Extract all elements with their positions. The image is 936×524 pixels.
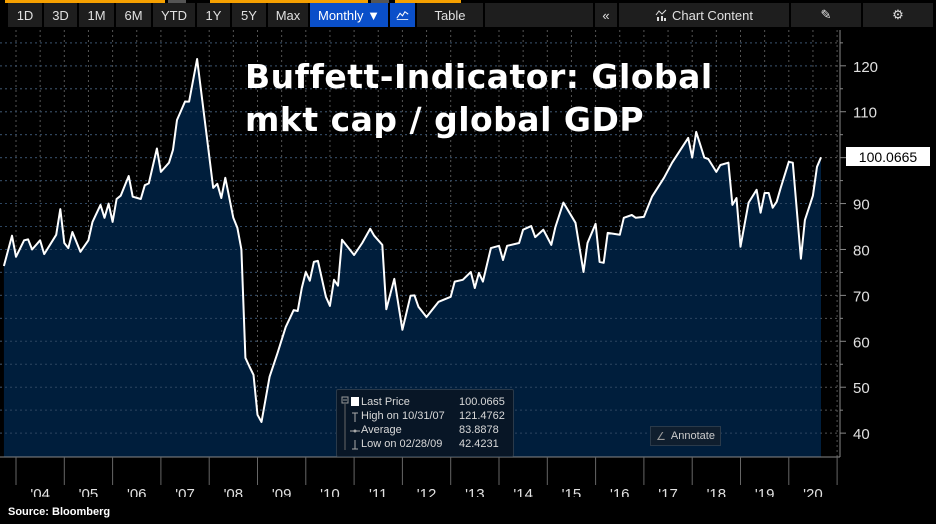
end-date-field[interactable]: [210, 0, 368, 3]
chart-content-button[interactable]: Chart Content: [619, 3, 789, 27]
x-tick-label: '19: [755, 486, 775, 497]
legend-label: High on 10/31/07: [361, 410, 445, 422]
y-tick-label: 110: [853, 105, 877, 122]
chart-content-label: Chart Content: [672, 7, 753, 23]
settings-button[interactable]: ⚙: [863, 3, 933, 27]
annotate-label: Annotate: [670, 430, 715, 442]
y-tick-label: 70: [853, 288, 870, 305]
range-5y-button[interactable]: 5Y: [232, 3, 266, 27]
y-tick-label: 90: [853, 197, 870, 214]
table-button[interactable]: Table: [417, 3, 483, 27]
x-tick-label: '14: [513, 486, 533, 497]
collapse-button[interactable]: «: [595, 3, 617, 27]
x-tick-label: '11: [369, 486, 387, 497]
line-chart-icon: [396, 10, 409, 20]
area-fill: [3, 59, 821, 457]
chart-toolbar: 1D 3D 1M 6M YTD 1Y 5Y Max Monthly ▼ Tabl…: [0, 3, 936, 27]
x-tick-label: '17: [658, 486, 678, 497]
x-tick-label: '16: [610, 486, 630, 497]
range-3d-button[interactable]: 3D: [44, 3, 77, 27]
chart-title-line-1: Buffett-Indicator: Global: [245, 57, 713, 96]
legend-row-low: Low on 02/28/09 42.4231: [361, 438, 511, 452]
x-axis: '04 '05 '06 '07 '08 '09 '10 '11 '12 '13 '14 '15 '16 '…: [0, 456, 840, 497]
price-line: [2, 58, 822, 423]
x-tick-label: '18: [707, 486, 727, 497]
edit-icon: ✎: [820, 7, 832, 22]
line-chart-button[interactable]: [390, 3, 415, 27]
legend-value: 83.8878: [459, 424, 499, 436]
x-tick-label: '09: [272, 486, 292, 497]
x-tick-label: '20: [803, 486, 823, 497]
legend-value: 100.0665: [459, 396, 505, 408]
chart-title: Buffett-Indicator: Global mkt cap / glob…: [245, 55, 713, 141]
range-ytd-button[interactable]: YTD: [153, 3, 195, 27]
y-tick-label: 120: [853, 59, 878, 76]
legend-label: Average: [361, 424, 402, 436]
gear-icon: ⚙: [892, 7, 904, 22]
end-date-calendar-button[interactable]: [371, 0, 389, 3]
x-tick-label: '13: [465, 486, 485, 497]
x-tick-label: '10: [320, 486, 340, 497]
x-tick-label: '04: [30, 486, 50, 497]
start-date-calendar-button[interactable]: [168, 0, 186, 3]
range-1y-button[interactable]: 1Y: [197, 3, 230, 27]
x-tick-label: '07: [175, 486, 195, 497]
annotate-button[interactable]: ∠ Annotate: [650, 426, 721, 446]
legend-row-average: Average 83.8878: [361, 424, 511, 438]
legend-row-last-price: Last Price 100.0665: [361, 396, 511, 410]
y-tick-label: 80: [853, 242, 870, 259]
toolbar-spacer: [485, 3, 593, 27]
source-note: Source: Bloomberg: [8, 506, 111, 518]
edit-button[interactable]: ✎: [791, 3, 861, 27]
range-1d-button[interactable]: 1D: [8, 3, 42, 27]
legend-label: Last Price: [361, 396, 410, 408]
chart-title-line-2: mkt cap / global GDP: [245, 100, 645, 139]
y-tick-label: 40: [853, 426, 870, 443]
y-tick-label: 50: [853, 380, 870, 397]
legend-label: Low on 02/28/09: [361, 438, 443, 450]
x-tick-label: '12: [417, 486, 437, 497]
y-tick-label: 60: [853, 334, 870, 351]
start-date-field[interactable]: [5, 0, 165, 3]
range-1m-button[interactable]: 1M: [79, 3, 114, 27]
chart-content-icon: [655, 9, 667, 21]
x-tick-label: '05: [79, 486, 99, 497]
y-axis: 405060708090100110120: [839, 30, 878, 457]
x-tick-label: '15: [562, 486, 582, 497]
pencil-icon: ∠: [656, 430, 666, 443]
legend-row-high: High on 10/31/07 121.4762: [361, 410, 511, 424]
chart-plot[interactable]: 405060708090100110120 '04'05'06'07'08'09…: [0, 27, 936, 497]
x-tick-label: '08: [224, 486, 244, 497]
range-max-button[interactable]: Max: [268, 3, 308, 27]
legend-value: 42.4231: [459, 438, 499, 450]
legend-tree-icon: [341, 396, 360, 450]
frequency-dropdown[interactable]: Monthly ▼: [310, 3, 388, 27]
legend-value: 121.4762: [459, 410, 505, 422]
x-tick-label: '06: [127, 486, 147, 497]
range-6m-button[interactable]: 6M: [116, 3, 151, 27]
double-chevron-left-icon: «: [602, 7, 610, 23]
last-price-badge: 100.0665: [846, 147, 930, 167]
security-field[interactable]: [395, 0, 461, 3]
legend: Last Price 100.0665 High on 10/31/07 121.4…: [336, 389, 514, 457]
